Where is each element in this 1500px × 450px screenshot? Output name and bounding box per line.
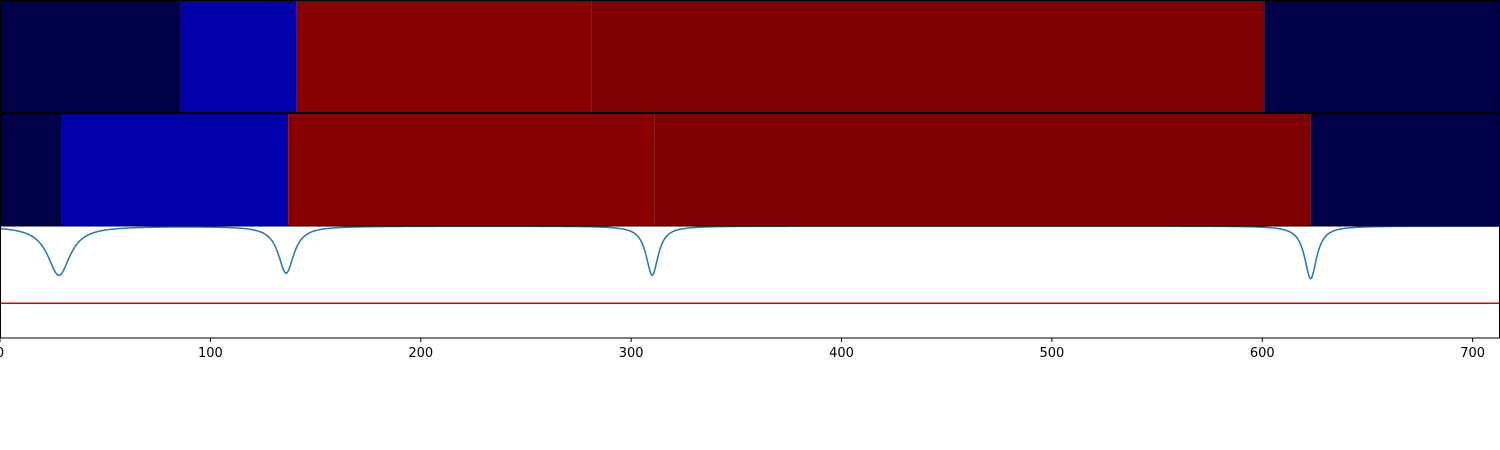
x-tick-label: 300 [619, 346, 644, 361]
heatmap-row-1 [0, 0, 1500, 112]
row-2-segment-1 [0, 113, 62, 225]
row-2-segment-5 [1310, 113, 1500, 225]
line-panel-background [0, 226, 1500, 338]
x-tick-label: 400 [829, 346, 854, 361]
row-1-segment-3 [296, 0, 592, 112]
row-2-segment-2 [61, 113, 289, 225]
x-tick-label: 100 [198, 346, 223, 361]
row-2-segment-4 [654, 113, 1311, 225]
x-axis: 0 100 200 300 400 500 600 700 [0, 338, 1485, 361]
x-tick-label: 700 [1460, 346, 1485, 361]
x-tick-label: 500 [1039, 346, 1064, 361]
row-1-segment-1 [0, 0, 181, 112]
x-tick-label: 0 [0, 346, 4, 361]
row-1-segment-4 [591, 0, 1265, 112]
x-tick-label: 600 [1250, 346, 1275, 361]
heatmap-row-2 [0, 113, 1500, 225]
x-tick-label: 200 [408, 346, 433, 361]
line-panel [0, 225, 1500, 338]
row-1-segment-2 [180, 0, 297, 112]
row-1-segment-5 [1264, 0, 1500, 112]
row-2-segment-3 [288, 113, 655, 225]
